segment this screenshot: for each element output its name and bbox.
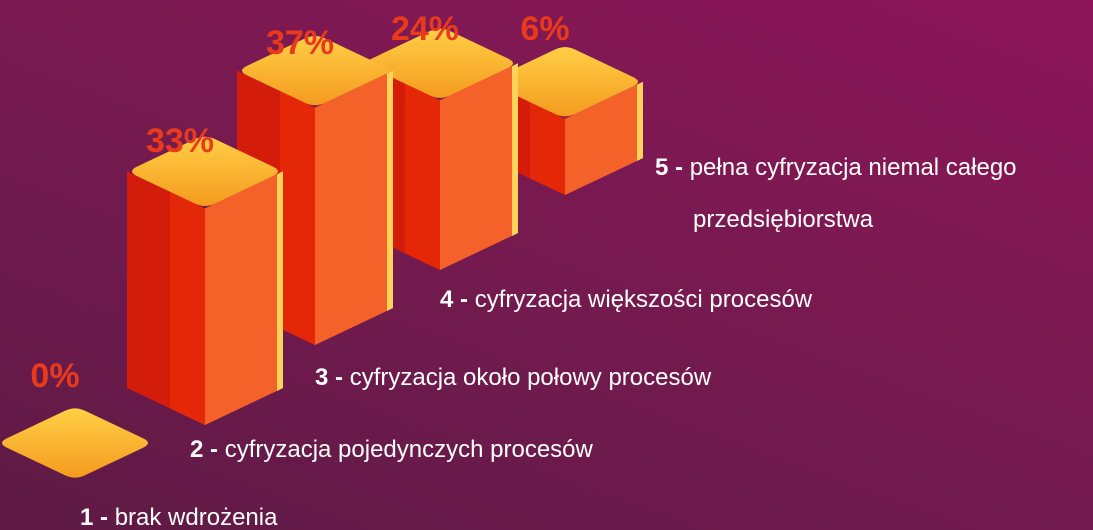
category-label: 4 - cyfryzacja większości procesów <box>440 274 812 326</box>
bar <box>127 136 283 425</box>
value-label: 0% <box>30 357 79 395</box>
bar-edge <box>387 70 393 311</box>
bar-left-stripe <box>279 90 315 345</box>
bar-top <box>132 136 278 207</box>
bar-top <box>2 408 148 478</box>
value-label: 37% <box>266 24 334 62</box>
category-text: cyfryzacja większości procesów <box>474 286 813 313</box>
value-label: 6% <box>520 10 569 48</box>
bar-top <box>492 47 638 117</box>
category-label: 3 - cyfryzacja około połowy procesów <box>315 352 711 404</box>
value-label: 24% <box>391 10 459 48</box>
bar-edge <box>637 81 643 161</box>
category-key: 3 - <box>315 364 344 391</box>
category-key: 4 - <box>440 286 469 313</box>
value-label: 33% <box>146 122 214 160</box>
category-label: 2 - cyfryzacja pojedynczych procesów <box>190 424 593 476</box>
bar-top <box>367 28 513 98</box>
category-text: cyfryzacja pojedynczych procesów <box>224 436 593 463</box>
category-text: brak wdrożenia <box>114 504 278 530</box>
bar-right-face <box>440 63 518 271</box>
bar-left-stripe <box>169 191 205 425</box>
category-text: pełna cyfryzacja niemal całego przedsięb… <box>689 154 1017 233</box>
bar-left-stripe <box>404 83 440 270</box>
bar-edge <box>512 63 518 237</box>
category-key: 2 - <box>190 436 219 463</box>
category-text: cyfryzacja około połowy procesów <box>349 364 712 391</box>
bar-top <box>242 35 388 106</box>
category-key: 1 - <box>80 504 109 530</box>
bar <box>2 408 148 478</box>
bar-right-face <box>565 81 643 195</box>
bar-right-face <box>205 171 283 425</box>
bar-left-stripe <box>529 102 565 195</box>
category-key: 5 - <box>655 154 684 181</box>
bar-right-face <box>315 70 393 345</box>
category-label: 5 - pełna cyfryzacja niemal całego przed… <box>655 142 1093 246</box>
category-label: 1 - brak wdrożenia <box>80 492 277 530</box>
bar-edge <box>277 171 283 391</box>
